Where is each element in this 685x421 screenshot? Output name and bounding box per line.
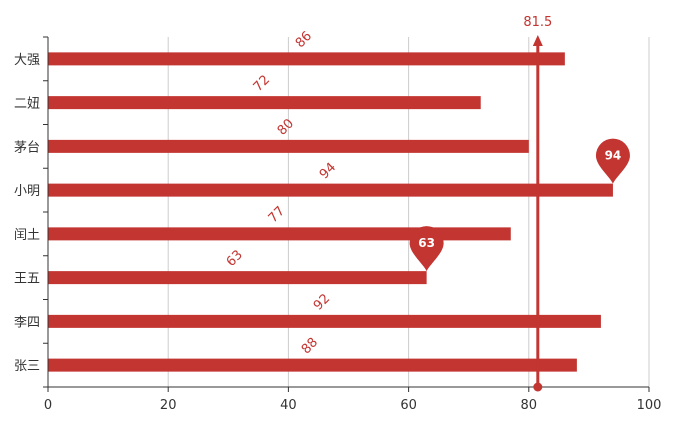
bar-大强 (48, 52, 565, 66)
y-tick-label: 闰土 (14, 228, 40, 243)
data-label: 72 (251, 72, 273, 94)
mark-point-label: 94 (605, 149, 622, 163)
y-tick-label: 张三 (14, 359, 40, 374)
mark-point-pin (595, 138, 630, 184)
bar-张三 (48, 358, 577, 372)
mark-point-pin (409, 226, 444, 272)
x-tick-label: 0 (44, 398, 52, 413)
y-tick-label: 小明 (14, 184, 40, 199)
x-tick-label: 80 (521, 398, 538, 413)
y-tick-label: 二妞 (14, 97, 40, 112)
bar-王五 (48, 271, 427, 285)
bar-茅台 (48, 139, 529, 153)
bar-小明 (48, 183, 613, 197)
bar-二妞 (48, 96, 481, 110)
data-label: 77 (266, 204, 288, 226)
y-tick-label: 大强 (14, 53, 40, 68)
x-tick-label: 40 (280, 398, 297, 413)
data-label: 88 (299, 335, 321, 357)
data-label: 86 (293, 29, 315, 51)
bar-李四 (48, 314, 601, 328)
data-label: 92 (311, 291, 333, 313)
average-line-label: 81.5 (523, 15, 552, 30)
y-tick-label: 李四 (14, 315, 40, 330)
y-tick-label: 王五 (14, 272, 40, 287)
bar-闰土 (48, 227, 511, 241)
average-line-start (533, 382, 543, 392)
x-tick-label: 100 (637, 398, 662, 413)
data-label: 80 (275, 116, 297, 138)
mark-point-label: 63 (418, 236, 435, 250)
x-tick-label: 20 (160, 398, 177, 413)
data-label: 63 (224, 247, 246, 269)
y-tick-label: 茅台 (14, 140, 40, 155)
x-tick-label: 60 (400, 398, 417, 413)
data-label: 94 (317, 160, 339, 182)
average-line-arrow (532, 35, 543, 46)
